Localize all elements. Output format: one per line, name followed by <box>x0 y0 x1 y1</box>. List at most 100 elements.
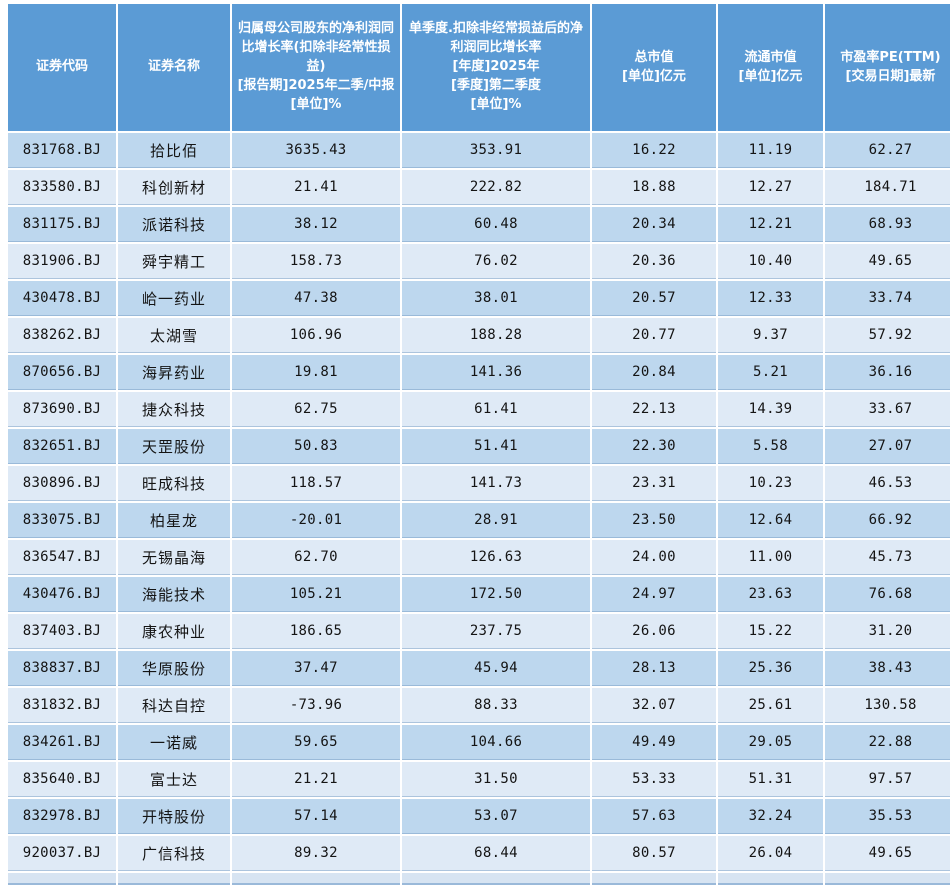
table-row: 831175.BJ 派诺科技 38.12 60.48 20.34 12.21 68.93 <box>8 207 950 242</box>
cell-total_market_value: 57.63 <box>592 799 716 834</box>
cell-pe_ttm: 36.16 <box>825 355 950 390</box>
header-pe-ttm: 市盈率PE(TTM) [交易日期]最新 <box>825 4 950 131</box>
cell-yoy_net_profit_growth: 59.65 <box>232 725 400 760</box>
table-row: 836547.BJ 无锡晶海 62.70 126.63 24.00 11.00 45.73 <box>8 540 950 575</box>
cell-name: 开特股份 <box>118 799 230 834</box>
cell-total_market_value: 20.36 <box>592 244 716 279</box>
cell-total_market_value: 28.13 <box>592 651 716 686</box>
cell-yoy_net_profit_growth: 38.12 <box>232 207 400 242</box>
cell-float_market_value: 23.63 <box>718 577 823 612</box>
cell-pe_ttm: 76.68 <box>825 577 950 612</box>
cell-yoy_net_profit_growth: 158.73 <box>232 244 400 279</box>
cell-name: 无锡晶海 <box>118 540 230 575</box>
cell-total_market_value: 24.00 <box>592 540 716 575</box>
cell-pe_ttm: 130.58 <box>825 688 950 723</box>
table-row: 837403.BJ 康农种业 186.65 237.75 26.06 15.22 31.20 <box>8 614 950 649</box>
cell-pe_ttm: 68.93 <box>825 207 950 242</box>
cell-single_quarter_growth: 38.01 <box>402 281 590 316</box>
cell-single_quarter_growth: 353.91 <box>402 133 590 168</box>
cell-name: 科达自控 <box>118 688 230 723</box>
cell-float_market_value: 12.64 <box>718 503 823 538</box>
table-row: 831768.BJ 拾比佰 3635.43 353.91 16.22 11.19 62.27 <box>8 133 950 168</box>
cell-yoy_net_profit_growth: 62.70 <box>232 540 400 575</box>
cell-code: 833075.BJ <box>8 503 116 538</box>
cell-float_market_value: 25.61 <box>718 688 823 723</box>
cell-total_market_value: 23.31 <box>592 466 716 501</box>
cell-code: 430476.BJ <box>8 577 116 612</box>
cell-yoy_net_profit_growth: 3635.43 <box>232 133 400 168</box>
table-row: 831832.BJ 科达自控 -73.96 88.33 32.07 25.61 130.58 <box>8 688 950 723</box>
table-header: 证券代码 证券名称 归属母公司股东的净利润同比增长率(扣除非经常性损益) [报告… <box>8 4 950 131</box>
cell-yoy_net_profit_growth: -20.01 <box>232 503 400 538</box>
stock-screener-table: 证券代码 证券名称 归属母公司股东的净利润同比增长率(扣除非经常性损益) [报告… <box>6 2 950 887</box>
cell-single_quarter_growth: 237.75 <box>402 614 590 649</box>
cell-code: 831832.BJ <box>8 688 116 723</box>
partial-cell <box>118 873 230 885</box>
cell-code: 838837.BJ <box>8 651 116 686</box>
header-security-code: 证券代码 <box>8 4 116 131</box>
cell-pe_ttm: 38.43 <box>825 651 950 686</box>
cell-name: 峆一药业 <box>118 281 230 316</box>
cell-code: 838262.BJ <box>8 318 116 353</box>
cell-total_market_value: 16.22 <box>592 133 716 168</box>
cell-float_market_value: 11.19 <box>718 133 823 168</box>
cell-pe_ttm: 46.53 <box>825 466 950 501</box>
cell-float_market_value: 5.58 <box>718 429 823 464</box>
cell-name: 柏星龙 <box>118 503 230 538</box>
cell-name: 华原股份 <box>118 651 230 686</box>
cell-pe_ttm: 31.20 <box>825 614 950 649</box>
table-row: 430478.BJ 峆一药业 47.38 38.01 20.57 12.33 33.74 <box>8 281 950 316</box>
cell-single_quarter_growth: 51.41 <box>402 429 590 464</box>
cell-total_market_value: 20.57 <box>592 281 716 316</box>
cell-pe_ttm: 22.88 <box>825 725 950 760</box>
cell-name: 旺成科技 <box>118 466 230 501</box>
cell-single_quarter_growth: 141.36 <box>402 355 590 390</box>
cell-total_market_value: 32.07 <box>592 688 716 723</box>
cell-pe_ttm: 27.07 <box>825 429 950 464</box>
header-row: 证券代码 证券名称 归属母公司股东的净利润同比增长率(扣除非经常性损益) [报告… <box>8 4 950 131</box>
cell-float_market_value: 32.24 <box>718 799 823 834</box>
cell-code: 832651.BJ <box>8 429 116 464</box>
cell-float_market_value: 10.40 <box>718 244 823 279</box>
cell-name: 科创新材 <box>118 170 230 205</box>
cell-single_quarter_growth: 88.33 <box>402 688 590 723</box>
cell-yoy_net_profit_growth: 19.81 <box>232 355 400 390</box>
cell-code: 837403.BJ <box>8 614 116 649</box>
cell-code: 832978.BJ <box>8 799 116 834</box>
table-row: 838837.BJ 华原股份 37.47 45.94 28.13 25.36 38.43 <box>8 651 950 686</box>
cell-float_market_value: 15.22 <box>718 614 823 649</box>
cell-yoy_net_profit_growth: 105.21 <box>232 577 400 612</box>
cell-pe_ttm: 66.92 <box>825 503 950 538</box>
cell-pe_ttm: 184.71 <box>825 170 950 205</box>
header-single-quarter-growth: 单季度.扣除非经常损益后的净利润同比增长率 [年度]2025年 [季度]第二季度… <box>402 4 590 131</box>
cell-name: 海昇药业 <box>118 355 230 390</box>
cell-single_quarter_growth: 28.91 <box>402 503 590 538</box>
cell-float_market_value: 12.27 <box>718 170 823 205</box>
cell-code: 831768.BJ <box>8 133 116 168</box>
table-row: 831906.BJ 舜宇精工 158.73 76.02 20.36 10.40 49.65 <box>8 244 950 279</box>
cell-code: 833580.BJ <box>8 170 116 205</box>
cell-single_quarter_growth: 104.66 <box>402 725 590 760</box>
cell-single_quarter_growth: 188.28 <box>402 318 590 353</box>
cell-total_market_value: 22.30 <box>592 429 716 464</box>
cell-name: 一诺威 <box>118 725 230 760</box>
cell-yoy_net_profit_growth: 62.75 <box>232 392 400 427</box>
cell-yoy_net_profit_growth: -73.96 <box>232 688 400 723</box>
cell-float_market_value: 9.37 <box>718 318 823 353</box>
cell-yoy_net_profit_growth: 21.21 <box>232 762 400 797</box>
cell-name: 派诺科技 <box>118 207 230 242</box>
table-row: 833075.BJ 柏星龙 -20.01 28.91 23.50 12.64 66.92 <box>8 503 950 538</box>
cell-single_quarter_growth: 141.73 <box>402 466 590 501</box>
cell-total_market_value: 20.34 <box>592 207 716 242</box>
partial-cell <box>592 873 716 885</box>
cell-yoy_net_profit_growth: 57.14 <box>232 799 400 834</box>
cell-float_market_value: 10.23 <box>718 466 823 501</box>
cell-pe_ttm: 45.73 <box>825 540 950 575</box>
cell-float_market_value: 29.05 <box>718 725 823 760</box>
cell-name: 舜宇精工 <box>118 244 230 279</box>
header-security-name: 证券名称 <box>118 4 230 131</box>
cell-yoy_net_profit_growth: 47.38 <box>232 281 400 316</box>
cell-float_market_value: 14.39 <box>718 392 823 427</box>
cell-single_quarter_growth: 172.50 <box>402 577 590 612</box>
cell-float_market_value: 25.36 <box>718 651 823 686</box>
